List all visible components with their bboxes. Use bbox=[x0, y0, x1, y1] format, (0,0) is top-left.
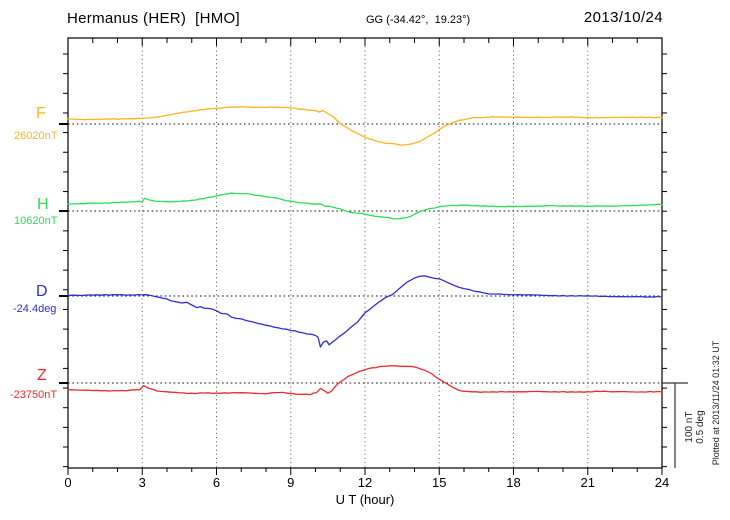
trace-baseline-value-Z: -23750nT bbox=[10, 389, 58, 401]
scale-bar-caption: 100 nT 0.5 deg bbox=[684, 399, 708, 455]
x-tick-label-0: 0 bbox=[64, 475, 72, 490]
x-tick-label-3: 3 bbox=[138, 475, 146, 490]
x-tick-label-6: 6 bbox=[212, 475, 221, 490]
scale-bar-deg-label: 0.5 deg bbox=[695, 410, 706, 444]
scale-bar-nT-label: 100 nT bbox=[684, 411, 695, 443]
trace-label-Z: Z bbox=[37, 367, 47, 384]
trace-baseline-value-D: -24.4deg bbox=[13, 303, 57, 315]
trace-label-D: D bbox=[36, 283, 48, 300]
x-tick-label-18: 18 bbox=[506, 475, 521, 490]
trace-label-H: H bbox=[37, 196, 49, 213]
x-tick-label-21: 21 bbox=[580, 475, 595, 490]
x-tick-label-12: 12 bbox=[357, 475, 373, 490]
plot-date: 2013/10/24 bbox=[583, 9, 663, 26]
trace-label-F: F bbox=[36, 105, 46, 122]
trace-baseline-value-F: 26020nT bbox=[14, 130, 58, 142]
geographic-coordinates: GG (-34.42°, 19.23°) bbox=[366, 14, 471, 26]
station-title: Hermanus (HER) [HMO] bbox=[67, 10, 240, 27]
x-axis-label: U T (hour) bbox=[335, 492, 395, 507]
plotted-timestamp-note: Plotted at 2013/11/24 01:32 UT bbox=[711, 340, 721, 466]
x-tick-label-24: 24 bbox=[654, 475, 670, 490]
x-tick-label-15: 15 bbox=[432, 475, 447, 490]
trace-baseline-value-H: 10620nT bbox=[14, 215, 58, 227]
x-tick-label-9: 9 bbox=[287, 475, 295, 490]
